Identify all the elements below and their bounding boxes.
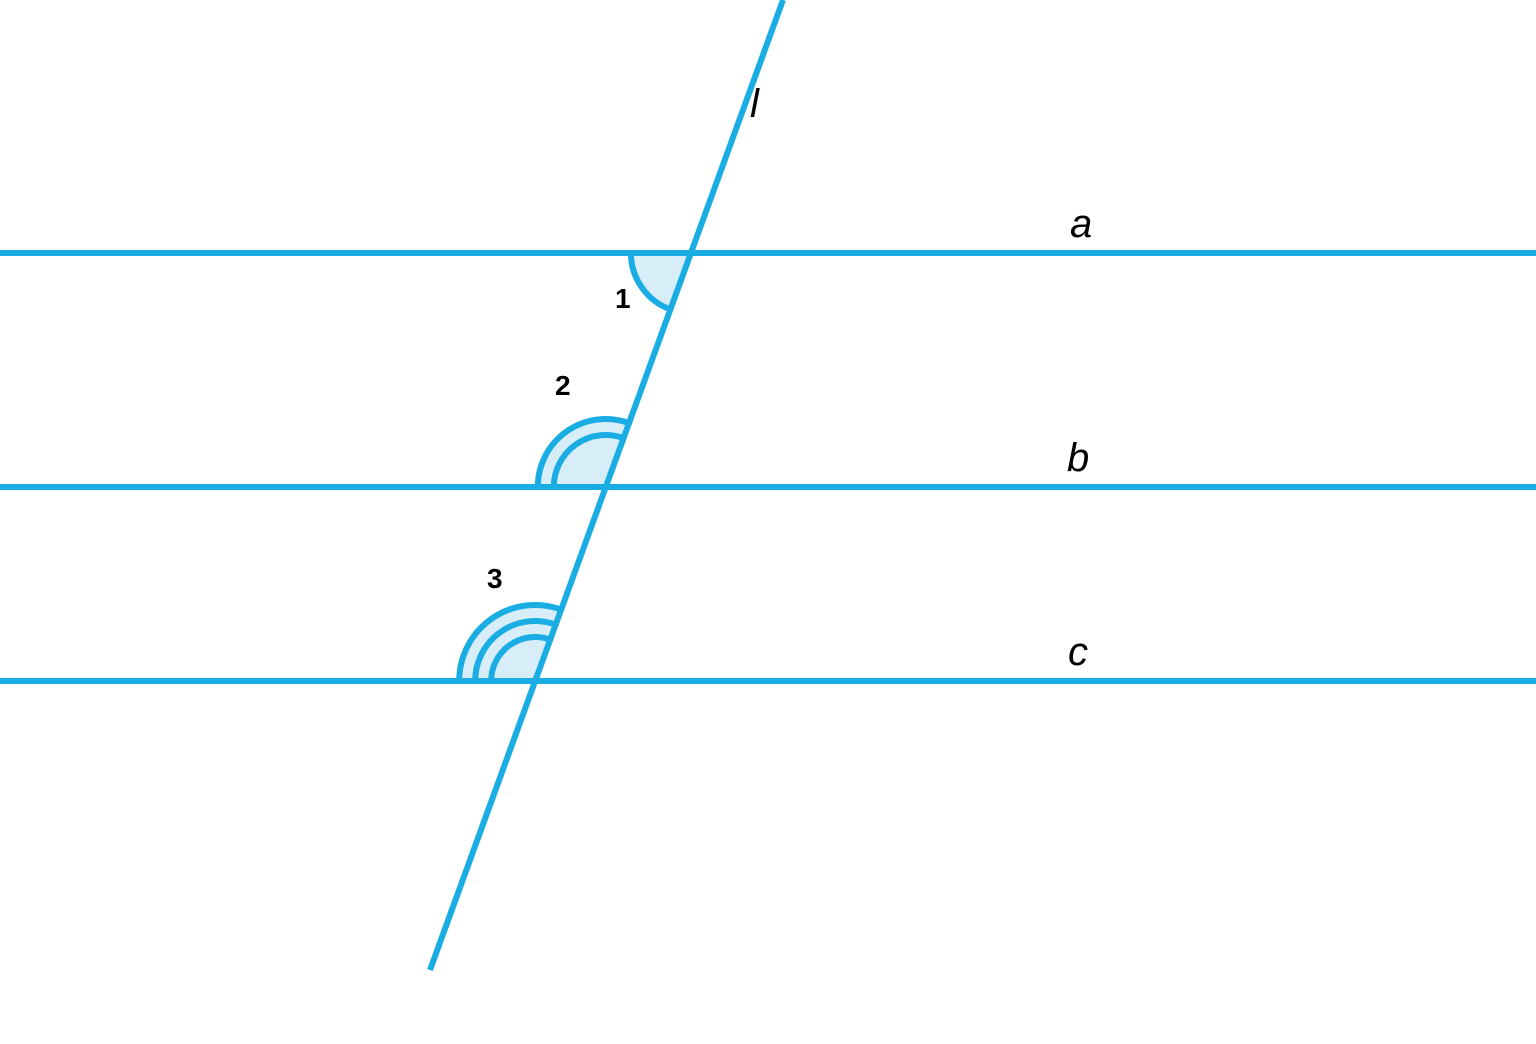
angle-label-2: 2 <box>555 370 571 402</box>
line-label-a: a <box>1070 202 1092 247</box>
angle-label-1: 1 <box>615 283 631 315</box>
angle-label-3: 3 <box>487 563 503 595</box>
diagram-canvas: l a b c 1 2 3 <box>0 0 1536 1044</box>
line-label-l: l <box>750 82 759 127</box>
line-label-b: b <box>1067 436 1089 481</box>
line-label-c: c <box>1068 630 1088 675</box>
geometry-svg <box>0 0 1536 1044</box>
